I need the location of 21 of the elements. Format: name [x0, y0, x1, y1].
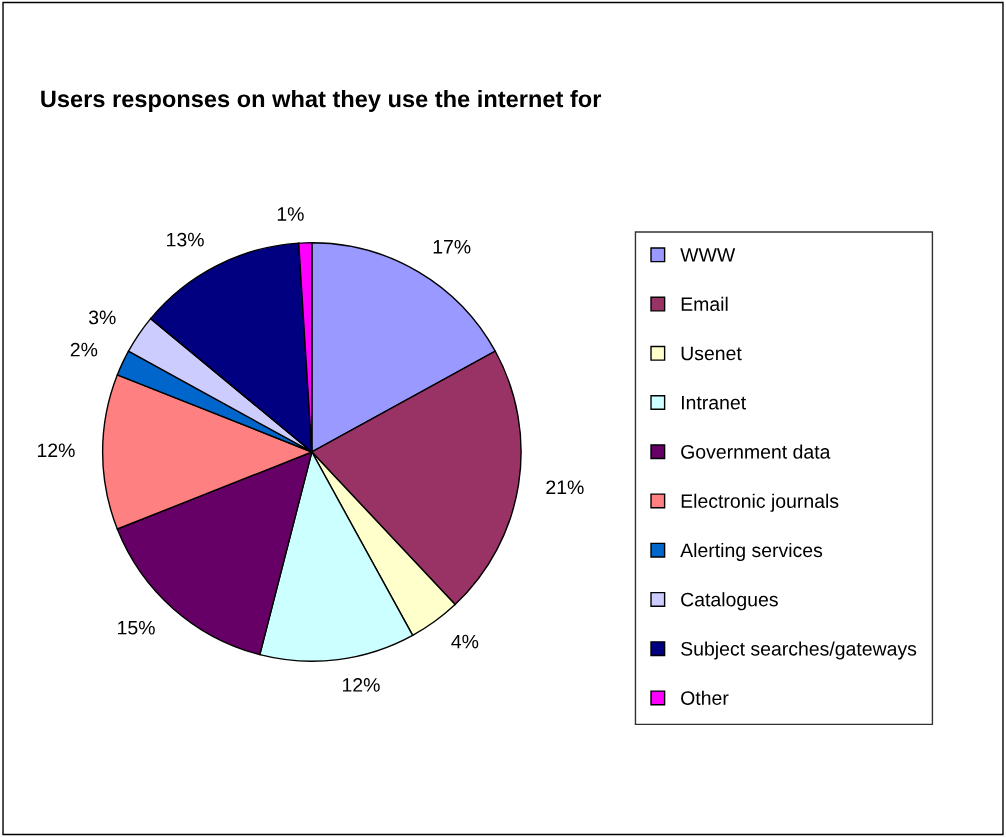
legend-label: Subject searches/gateways — [681, 641, 917, 660]
data-label: 12% — [342, 678, 380, 692]
data-label: 12% — [37, 443, 75, 458]
legend-label: Usenet — [681, 346, 742, 361]
legend-label: WWW — [680, 248, 736, 262]
legend-label: Email — [681, 296, 728, 312]
data-label: 4% — [451, 634, 479, 649]
chart-title: Users responses on what they use the internet for — [41, 89, 602, 112]
data-label: 3% — [88, 310, 116, 325]
data-label: 13% — [167, 232, 204, 247]
data-label: 1% — [277, 207, 304, 221]
legend-label: Electronic journals — [681, 493, 839, 512]
data-label: 21% — [546, 480, 584, 495]
data-label: 17% — [433, 239, 471, 254]
data-label: 15% — [118, 620, 155, 635]
legend-label: Government data — [681, 444, 831, 459]
data-label: 2% — [70, 342, 98, 357]
legend-label: Catalogues — [681, 592, 778, 611]
legend-label: Alerting services — [680, 542, 823, 562]
legend-label: Other — [681, 690, 729, 705]
legend-label: Intranet — [681, 395, 746, 410]
